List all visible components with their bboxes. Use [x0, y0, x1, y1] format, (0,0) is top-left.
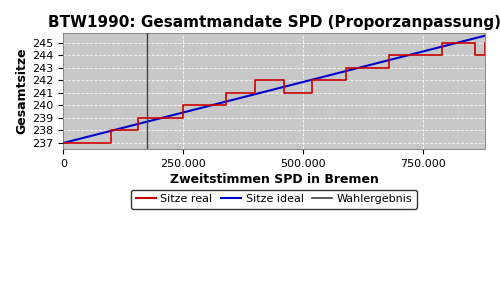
- Y-axis label: Gesamtsitze: Gesamtsitze: [15, 48, 28, 134]
- Title: BTW1990: Gesamtmandate SPD (Proporzanpassung): BTW1990: Gesamtmandate SPD (Proporzanpas…: [48, 15, 500, 30]
- Legend: Sitze real, Sitze ideal, Wahlergebnis: Sitze real, Sitze ideal, Wahlergebnis: [132, 190, 417, 209]
- X-axis label: Zweitstimmen SPD in Bremen: Zweitstimmen SPD in Bremen: [170, 173, 378, 186]
